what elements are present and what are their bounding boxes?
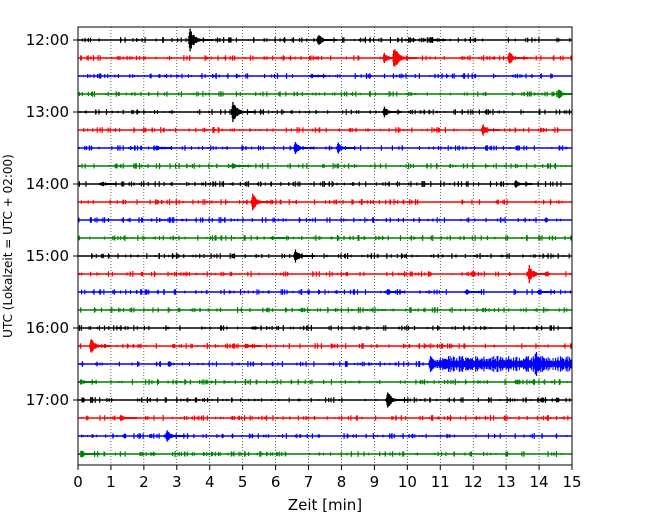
x-tick-label: 2 (139, 473, 149, 491)
trace-row: 15:15 (78, 264, 572, 284)
x-tick-label: 6 (271, 473, 281, 491)
plot-frame (77, 26, 573, 466)
trace-row: 13:30 (78, 141, 572, 155)
trace-row: 16:15 (78, 339, 573, 353)
trace-row: 14:15 (78, 193, 573, 211)
x-tick-label: 3 (172, 473, 182, 491)
trace-row: 16:30 (78, 352, 572, 376)
y-tick-label: 14:00 (26, 175, 69, 193)
x-tick-label: 10 (398, 473, 417, 491)
trace-row: 14:30 (78, 217, 572, 223)
x-axis-label: Zeit [min] (288, 496, 362, 514)
trace-row: 12:45 (78, 89, 573, 99)
y-axis-ticks: 12:00 13:00 14:00 15:00 16:00 17:00 (26, 31, 78, 409)
trace-row: 14:45 (78, 235, 572, 241)
trace-row: 16:00 (78, 325, 572, 331)
x-tick-label: 13 (497, 473, 516, 491)
grid-lines (110, 27, 540, 465)
x-tick-label: 4 (205, 473, 215, 491)
y-tick-label: 16:00 (26, 319, 69, 337)
x-tick-label: 5 (238, 473, 248, 491)
y-tick-label: 17:00 (26, 391, 69, 409)
trace-row: 13:00 (78, 101, 573, 123)
x-tick-label: 8 (337, 473, 347, 491)
x-tick-label: 14 (530, 473, 549, 491)
x-tick-label: 7 (304, 473, 314, 491)
trace-row: 12:30 (77, 73, 572, 79)
y-axis-label: UTC (Lokalzeit = UTC + 02:00) (1, 154, 15, 338)
y-tick-label: 15:00 (26, 247, 69, 265)
trace-row: 17:00 (78, 392, 572, 408)
trace-row: 13:15 (78, 124, 572, 136)
x-axis-ticks: 0 1 2 3 4 5 6 7 8 9 10 11 12 13 14 15 (73, 465, 582, 491)
y-tick-label: 13:00 (26, 103, 69, 121)
trace-row: 16:45 (78, 379, 572, 385)
x-tick-label: 9 (370, 473, 380, 491)
x-tick-label: 15 (562, 473, 581, 491)
trace-row: 17:45 (78, 450, 572, 458)
trace-row: 13:45 (78, 163, 572, 169)
trace-row: 15:45 (78, 307, 572, 313)
x-tick-label: 1 (106, 473, 116, 491)
x-tick-label: 0 (73, 473, 83, 491)
trace-row: 17:30 (78, 430, 572, 442)
y-tick-label: 12:00 (26, 31, 69, 49)
trace-row: 15:30 (78, 289, 573, 295)
trace-row: 12:00 (78, 28, 572, 52)
x-tick-label: 11 (431, 473, 450, 491)
x-tick-label: 12 (464, 473, 483, 491)
trace-row: 15:00 (78, 249, 572, 263)
trace-row: 17:15 (78, 414, 572, 422)
trace-row: 12:15 (78, 49, 572, 67)
trace-row: 14:00 (78, 180, 572, 188)
